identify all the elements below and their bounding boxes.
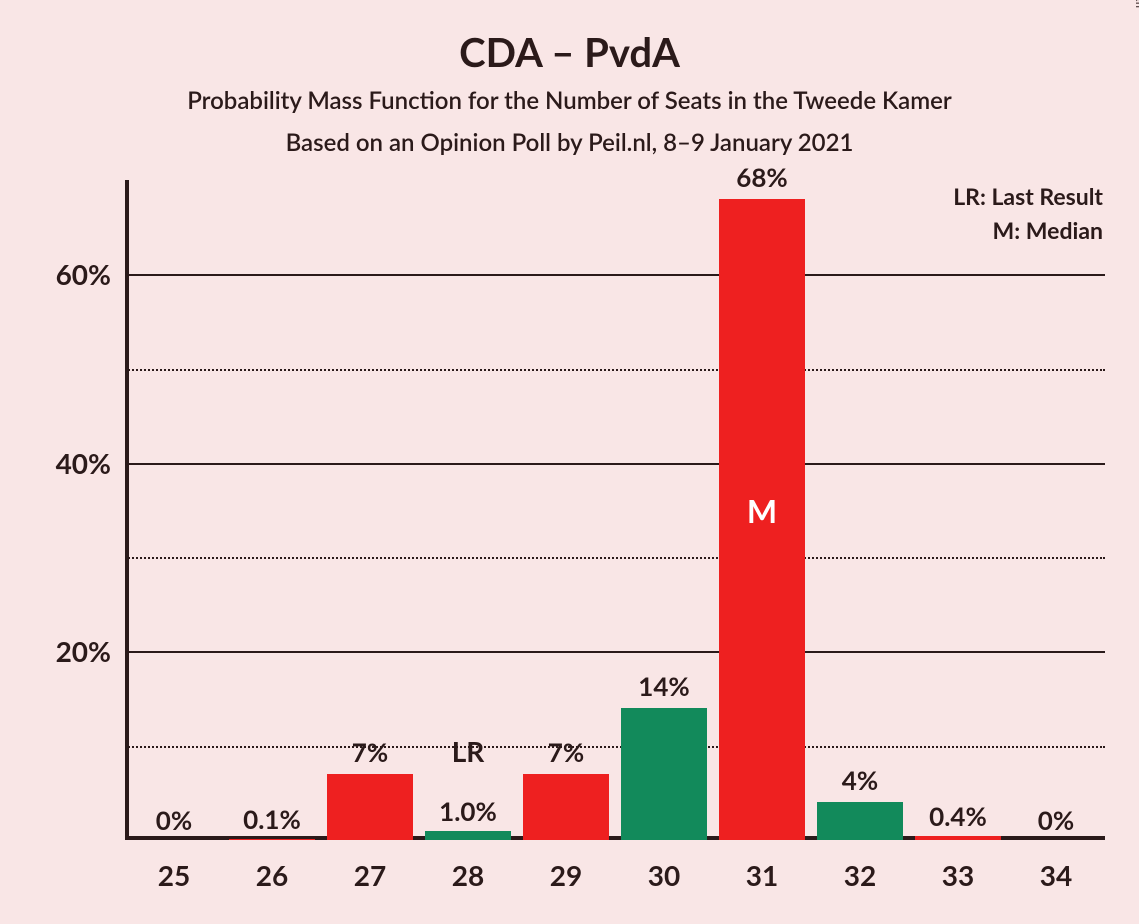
bar-value-label: 7% [548, 736, 584, 768]
ytick-label: 40% [56, 446, 125, 480]
y-axis [125, 180, 129, 840]
chart-title: CDA – PvdA [0, 28, 1139, 76]
bar [523, 774, 609, 840]
plot-area: 20%40%60%0%250.1%267%271.0%LR287%2914%30… [125, 180, 1105, 840]
bar-value-label: 0% [1038, 804, 1074, 836]
xtick-label: 32 [844, 840, 876, 892]
bar-value-label: 1.0% [439, 795, 497, 827]
grid-minor [125, 557, 1105, 559]
xtick-label: 34 [1040, 840, 1072, 892]
bar [327, 774, 413, 840]
ytick-label: 60% [56, 257, 125, 291]
xtick-label: 26 [256, 840, 288, 892]
bar-annotation-lr: LR [452, 734, 485, 768]
grid-minor [125, 369, 1105, 371]
grid-major [125, 463, 1105, 465]
grid-minor [125, 746, 1105, 748]
xtick-label: 27 [354, 840, 386, 892]
bar-value-label: 7% [352, 736, 388, 768]
xtick-label: 33 [942, 840, 974, 892]
xtick-label: 25 [158, 840, 190, 892]
bar-value-label: 68% [736, 161, 787, 193]
grid-major [125, 274, 1105, 276]
copyright-text: © 2021 Filip van Laenen [1133, 0, 1139, 8]
ytick-label: 20% [56, 634, 125, 668]
xtick-label: 31 [746, 840, 778, 892]
bar [621, 708, 707, 840]
bar-value-label: 0.4% [929, 800, 987, 832]
chart-subtitle-1: Probability Mass Function for the Number… [0, 86, 1139, 115]
bar-value-label: 0% [156, 804, 192, 836]
bar-value-label: 0.1% [243, 803, 301, 835]
bar-annotation-median: M [747, 491, 777, 530]
grid-major [125, 651, 1105, 653]
bar-value-label: 14% [638, 670, 689, 702]
bar [425, 831, 511, 840]
xtick-label: 28 [452, 840, 484, 892]
chart-subtitle-2: Based on an Opinion Poll by Peil.nl, 8–9… [0, 128, 1139, 157]
bar [817, 802, 903, 840]
bar-value-label: 4% [842, 764, 878, 796]
xtick-label: 30 [648, 840, 680, 892]
xtick-label: 29 [550, 840, 582, 892]
